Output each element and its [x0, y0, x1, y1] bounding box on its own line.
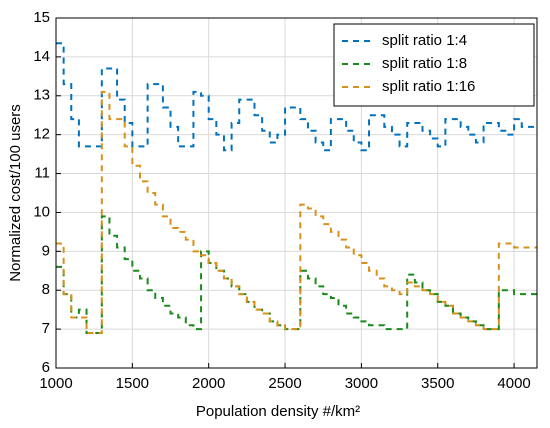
legend-label: split ratio 1:8 [382, 55, 467, 72]
y-tick-label: 15 [33, 9, 50, 26]
x-tick-label: 1000 [39, 375, 72, 392]
series-line [56, 90, 537, 334]
legend-label: split ratio 1:4 [382, 32, 467, 49]
series-line [56, 215, 537, 334]
x-axis-label: Population density #/km² [196, 403, 360, 420]
y-tick-label: 9 [42, 242, 50, 259]
y-tick-label: 11 [34, 165, 50, 182]
y-tick-label: 6 [42, 359, 50, 376]
y-tick-label: 12 [33, 126, 50, 143]
y-tick-label: 14 [33, 48, 50, 65]
y-tick-label: 13 [33, 87, 50, 104]
x-tick-label: 4000 [497, 375, 530, 392]
y-axis-label: Normalized cost/100 users [7, 104, 24, 282]
series-line [56, 42, 537, 152]
y-tick-label: 7 [42, 320, 50, 337]
x-tick-label: 3000 [345, 375, 378, 392]
x-tick-label: 2500 [268, 375, 301, 392]
x-tick-label: 3500 [421, 375, 454, 392]
y-tick-label: 8 [42, 281, 50, 298]
plot-frame [55, 17, 538, 369]
x-tick-label: 1500 [116, 375, 149, 392]
x-tick-label: 2000 [192, 375, 225, 392]
legend-label: split ratio 1:16 [382, 78, 475, 95]
y-tick-label: 10 [33, 203, 50, 220]
